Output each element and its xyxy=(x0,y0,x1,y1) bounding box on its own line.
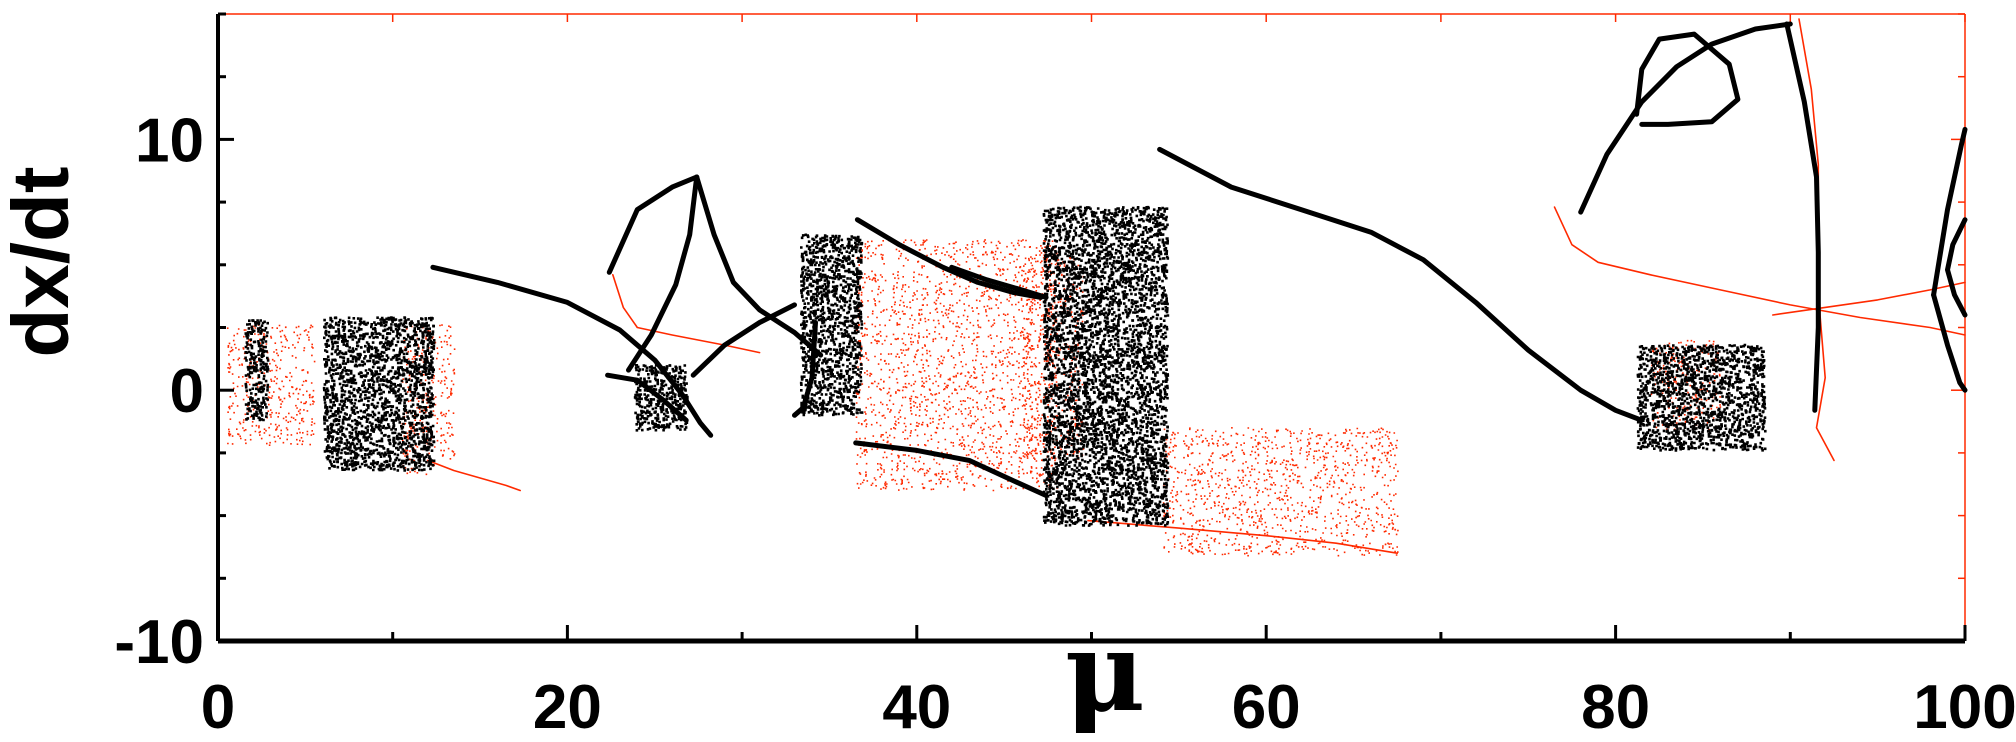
periodic-branch xyxy=(1634,31,1741,127)
x-tick-label: 20 xyxy=(533,673,602,742)
x-axis-title: μ xyxy=(1065,607,1146,736)
x-tick-label: 0 xyxy=(201,673,235,742)
chaotic-band xyxy=(855,239,1058,492)
chaotic-band xyxy=(244,319,270,422)
periodic-branch xyxy=(430,264,714,438)
chaotic-band xyxy=(1636,343,1767,452)
y-tick-label: -10 xyxy=(114,608,204,677)
x-tick-label: 80 xyxy=(1581,673,1650,742)
y-tick-label: 0 xyxy=(170,357,204,426)
x-tick-label: 100 xyxy=(1913,673,2016,742)
periodic-branch xyxy=(626,174,700,373)
ticks xyxy=(216,12,1967,643)
periodic-branch xyxy=(1945,217,1968,318)
periodic-branch xyxy=(1553,206,1966,336)
periodic-branch xyxy=(605,372,689,423)
periodic-branch xyxy=(949,264,1049,300)
y-tick-label: 10 xyxy=(135,106,204,175)
periodic-branch xyxy=(1578,21,1793,215)
chaotic-band xyxy=(226,324,316,446)
y-axis-title: dx/dt xyxy=(0,166,85,357)
black-series xyxy=(244,21,1968,527)
periodic-branch xyxy=(690,302,797,378)
periodic-branch xyxy=(854,217,1044,300)
periodic-branch xyxy=(1087,519,1398,554)
periodic-branch xyxy=(426,459,521,492)
chaotic-band xyxy=(799,233,864,417)
periodic-branch xyxy=(792,320,818,418)
periodic-branch xyxy=(853,440,1049,498)
chaotic-band xyxy=(322,316,436,472)
x-tick-label: 60 xyxy=(1232,673,1301,742)
periodic-branch xyxy=(694,174,824,358)
periodic-branch xyxy=(1772,281,1966,316)
plot-frame xyxy=(217,13,1966,642)
periodic-branch xyxy=(606,174,700,275)
x-tick-label: 40 xyxy=(882,673,951,742)
chaotic-band xyxy=(1042,205,1170,527)
periodic-branch xyxy=(1931,126,1968,298)
periodic-branch xyxy=(1157,146,1645,423)
periodic-branch xyxy=(1931,292,1968,393)
periodic-branch xyxy=(1784,21,1821,413)
chaotic-band xyxy=(1161,427,1399,557)
